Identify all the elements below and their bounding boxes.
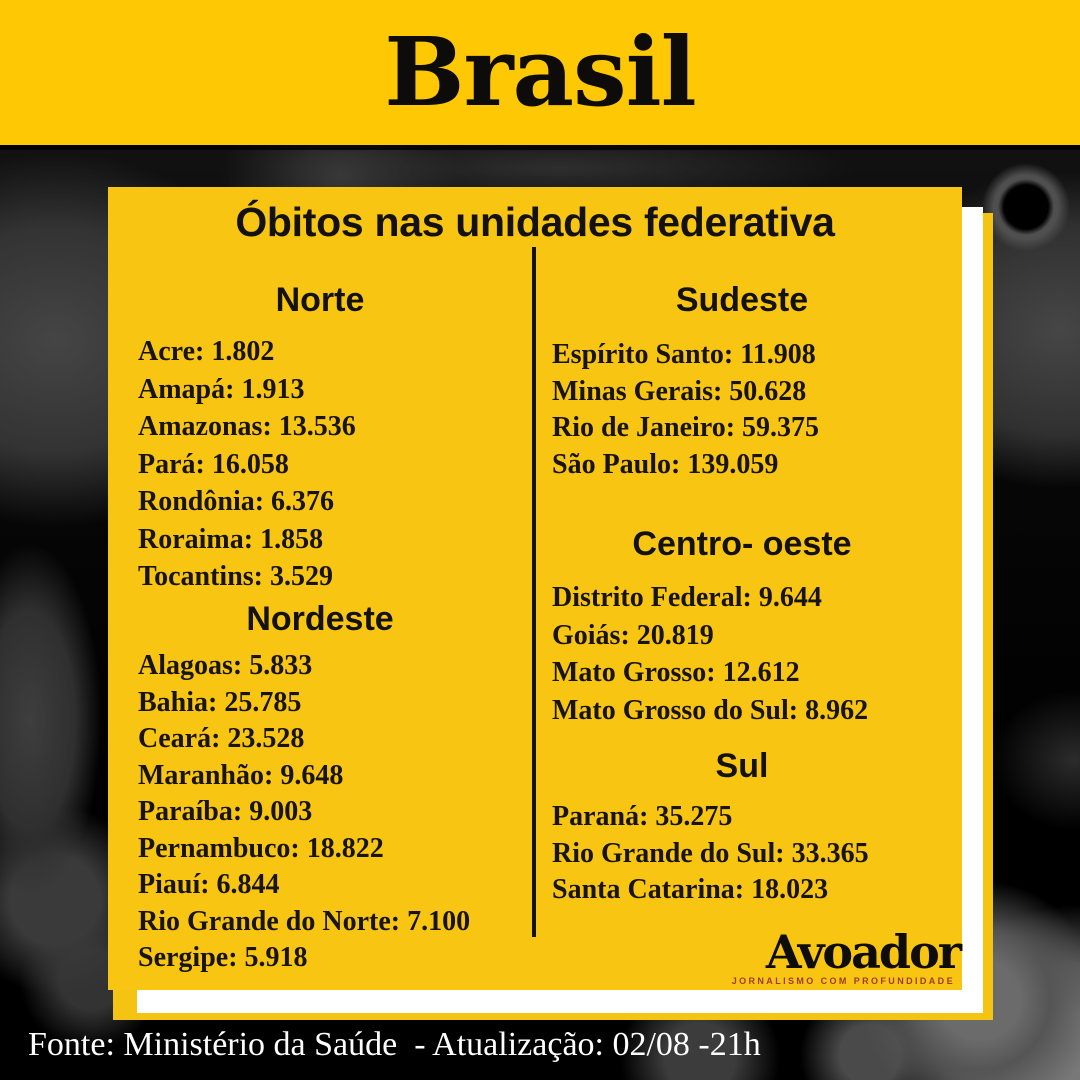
section-heading-sudeste: Sudeste: [675, 281, 809, 319]
state-line: Goiás: 20.819: [552, 619, 714, 651]
state-line: Mato Grosso: 12.612: [552, 657, 800, 688]
logo-wordmark: Avoador: [765, 925, 962, 979]
state-line: Ceará: 23.528: [138, 723, 305, 754]
state-line: Sergipe: 5.918: [138, 942, 308, 973]
section-items-sul: Paraná: 35.275 Rio Grande do Sul: 33.365 S…: [552, 799, 952, 909]
state-line: Pernambuco: 18.822: [138, 832, 384, 864]
state-line: Maranhão: 9.648: [138, 759, 344, 791]
state-line: Tocantins: 3.529: [138, 561, 334, 592]
state-line: Amapá: 1.913: [138, 373, 305, 405]
state-line: Roraima: 1.858: [138, 523, 324, 555]
section-items-nordeste: Alagoas: 5.833 Bahia: 25.785 Ceará: 23.528…: [138, 648, 528, 977]
section-heading-norte: Norte: [275, 281, 365, 319]
state-line: Amazonas: 13.536: [138, 411, 356, 442]
state-line: Piauí: 6.844: [138, 869, 280, 900]
state-line: Rio Grande do Sul: 33.365: [552, 837, 869, 869]
logo-tagline: JORNALISMO COM PROFUNDIDADE: [731, 976, 955, 986]
publisher-logo: Avoador JORNALISMO COM PROFUNDIDADE: [660, 925, 962, 986]
state-line: Distrito Federal: 9.644: [552, 582, 822, 613]
top-banner: Brasil: [0, 0, 1080, 145]
state-line: Paraíba: 9.003: [138, 796, 313, 827]
state-line: Bahia: 25.785: [138, 686, 302, 718]
state-line: Rondônia: 6.376: [138, 486, 335, 517]
state-line: São Paulo: 139.059: [552, 448, 779, 480]
section-items-norte: Acre: 1.802 Amapá: 1.913 Amazonas: 13.536 P…: [138, 333, 528, 596]
state-line: Pará: 16.058: [138, 448, 289, 480]
state-line: Espírito Santo: 11.908: [552, 339, 816, 370]
state-line: Minas Gerais: 50.628: [552, 375, 807, 407]
state-line: Rio Grande do Norte: 7.100: [138, 905, 471, 937]
country-title: Brasil: [384, 17, 697, 128]
state-line: Santa Catarina: 18.023: [552, 874, 829, 905]
section-heading-nordeste: Nordeste: [246, 600, 394, 638]
state-line: Paraná: 35.275: [552, 801, 733, 832]
card-title: Óbitos nas unidades federativa: [235, 199, 835, 245]
source-footer: Fonte: Ministério da Saúde - Atualização…: [28, 1026, 761, 1063]
data-card: Óbitos nas unidades federativa Norte Acr…: [108, 187, 962, 990]
section-heading-sul: Sul: [715, 747, 769, 785]
state-line: Rio de Janeiro: 59.375: [552, 412, 820, 443]
state-line: Alagoas: 5.833: [138, 650, 313, 681]
state-line: Acre: 1.802: [138, 336, 275, 367]
section-items-sudeste: Espírito Santo: 11.908 Minas Gerais: 50.6…: [552, 337, 952, 483]
column-divider: [532, 247, 536, 937]
section-heading-centro-oeste: Centro- oeste: [632, 525, 852, 563]
section-items-centro-oeste: Distrito Federal: 9.644 Goiás: 20.819 Mato…: [552, 579, 952, 729]
state-line: Mato Grosso do Sul: 8.962: [552, 694, 869, 726]
